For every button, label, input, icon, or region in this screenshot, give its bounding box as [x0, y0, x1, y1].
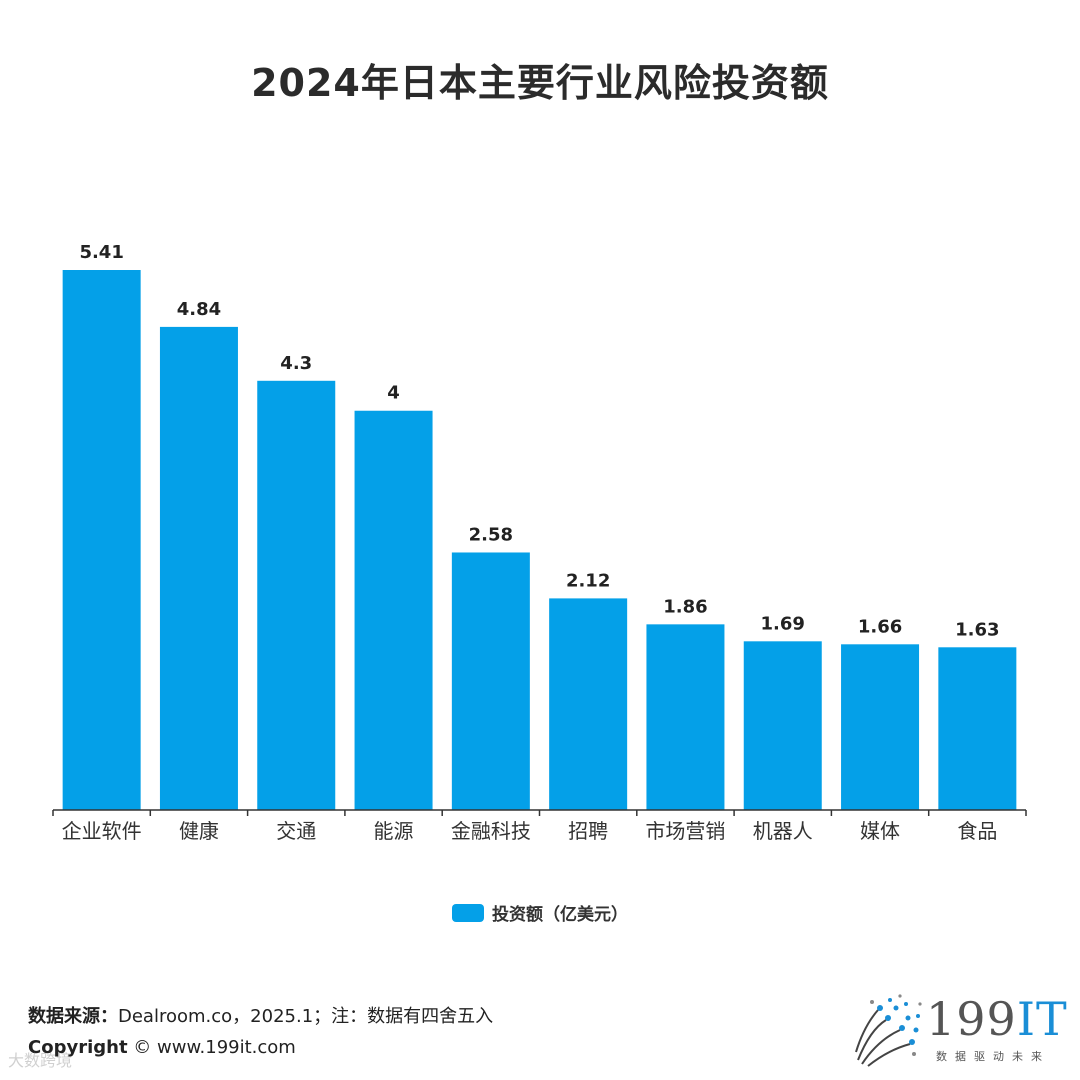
x-tick-label: 招聘: [568, 819, 608, 843]
dot-burst-logo-icon: [855, 994, 922, 1067]
bar-chart: 5.41 企业软件 4.84 健康 4.3 交通 4 能源 2.58 金融科技 2.12 招聘 1.86…: [52, 242, 1027, 843]
bar: [841, 644, 920, 810]
chart-title: 2024年日本主要行业风险投资额: [251, 61, 829, 105]
source-label: 数据来源：: [28, 1006, 118, 1027]
bar: [938, 647, 1017, 810]
copyright: Copyright © www.199it.com: [28, 1037, 296, 1058]
logo: 199IT 数据驱动未来: [848, 990, 1067, 1070]
x-tick-label: 企业软件: [62, 819, 142, 843]
watermark: 大数跨境: [8, 1051, 73, 1070]
legend-swatch: [452, 903, 484, 922]
data-label: 4: [387, 383, 400, 404]
bar: [549, 598, 628, 810]
source-text: Dealroom.co，2025.1；注：数据有四舍五入: [118, 1006, 494, 1027]
data-label: 1.63: [955, 619, 999, 640]
bar: [257, 380, 336, 810]
bar: [451, 552, 530, 810]
legend-label: 投资额（亿美元）: [492, 905, 628, 925]
legend: 投资额（亿美元）: [0, 900, 1080, 925]
data-label: 5.41: [79, 242, 123, 263]
x-tick-label: 能源: [374, 819, 414, 843]
copyright-label: Copyright: [28, 1037, 128, 1058]
data-label: 1.66: [858, 616, 902, 637]
data-source: 数据来源：Dealroom.co，2025.1；注：数据有四舍五入: [28, 1002, 493, 1028]
data-label: 2.58: [469, 524, 513, 545]
logo-text-main: 199: [926, 992, 1017, 1046]
bar: [354, 410, 433, 810]
data-label: 1.69: [761, 613, 805, 634]
data-label: 4.3: [280, 353, 312, 374]
logo-tagline: 数据驱动未来: [936, 1050, 1050, 1063]
data-label: 1.86: [663, 596, 707, 617]
x-tick-label: 金融科技: [451, 819, 531, 843]
bar: [159, 326, 238, 810]
x-tick-label: 市场营销: [645, 819, 725, 843]
data-label: 2.12: [566, 570, 610, 591]
copyright-text: © www.199it.com: [133, 1037, 296, 1058]
x-tick-label: 机器人: [753, 819, 813, 843]
x-tick-label: 媒体: [860, 819, 900, 843]
bar: [743, 641, 822, 810]
bar: [62, 270, 141, 810]
logo-text-accent: IT: [1016, 992, 1068, 1046]
x-tick-label: 食品: [957, 819, 997, 843]
x-tick-label: 健康: [179, 819, 219, 843]
x-tick-label: 交通: [276, 819, 316, 843]
bar: [646, 624, 725, 810]
data-label: 4.84: [177, 299, 221, 320]
logo-text: 199IT: [926, 992, 1068, 1046]
